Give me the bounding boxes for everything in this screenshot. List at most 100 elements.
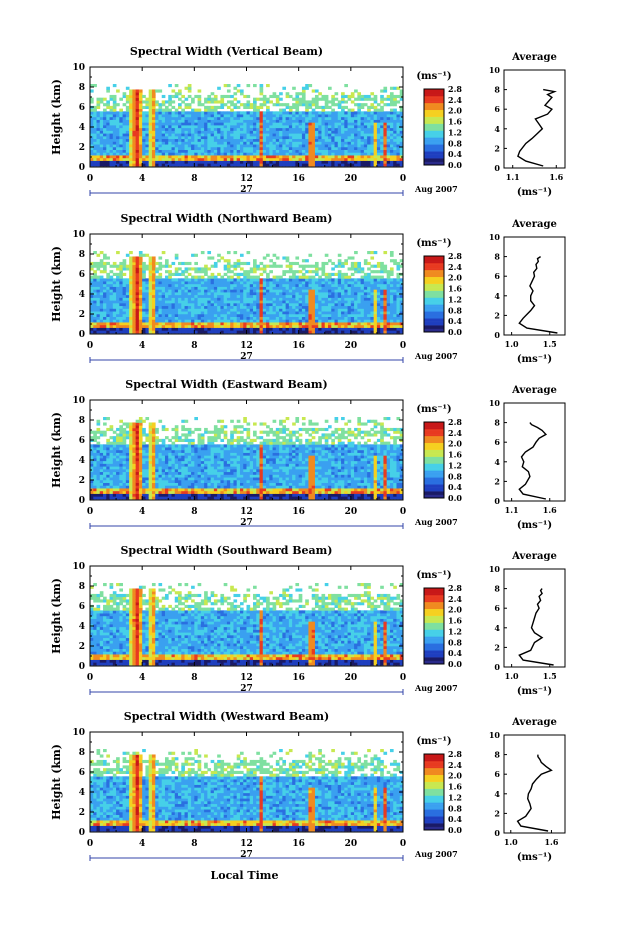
heatmap-cell	[393, 100, 397, 104]
heatmap-cell	[298, 130, 303, 134]
colorbar-tick-label: 2.0	[448, 106, 462, 116]
colorbar-swatch	[424, 313, 444, 316]
average-y-tick-label: 10	[489, 65, 501, 75]
heatmap-cell	[155, 308, 159, 312]
heatmap-cell	[93, 316, 97, 320]
heatmap-cell	[138, 289, 143, 293]
heatmap-cell	[217, 157, 221, 161]
heatmap-cell	[178, 141, 182, 145]
heatmap-cell	[223, 281, 228, 285]
heatmap-cell	[321, 138, 326, 142]
heatmap-cell	[90, 116, 94, 120]
heatmap-cell	[334, 283, 339, 287]
heatmap-cell	[129, 114, 133, 118]
heatmap-cell	[164, 133, 169, 137]
heatmap-cell	[223, 305, 228, 309]
heatmap-cell	[363, 297, 368, 301]
heatmap-cell	[187, 322, 192, 326]
heatmap-cell	[200, 119, 205, 123]
heatmap-cell	[243, 305, 247, 309]
heatmap-cell	[256, 283, 260, 287]
heatmap-cell	[210, 300, 215, 304]
heatmap-cell	[155, 89, 159, 93]
heatmap-cell	[288, 316, 293, 320]
heatmap-cell	[308, 125, 313, 129]
heatmap-cell	[334, 114, 339, 118]
heatmap-cell	[380, 324, 384, 328]
heatmap-cell	[103, 122, 107, 126]
heatmap-cell	[99, 275, 104, 279]
heatmap-cell	[367, 155, 371, 159]
heatmap-cell	[256, 152, 260, 156]
heatmap-cell	[331, 272, 335, 276]
heatmap-cell	[168, 127, 172, 131]
heatmap-cell	[298, 141, 303, 145]
heatmap-cell	[200, 146, 205, 150]
heatmap-cell	[370, 160, 375, 164]
heatmap-cell	[135, 122, 140, 126]
heatmap-cell	[337, 259, 342, 263]
heatmap-cell	[204, 316, 208, 320]
heatmap-cell	[337, 270, 342, 274]
heatmap-cell	[168, 84, 172, 88]
heatmap-cell	[396, 141, 401, 145]
heatmap-cell	[132, 100, 137, 104]
heatmap-cell	[119, 322, 123, 326]
heatmap-cell	[230, 283, 234, 287]
heatmap-cell	[142, 261, 146, 266]
heatmap-cell	[305, 141, 309, 145]
heatmap-cell	[168, 97, 172, 101]
heatmap-cell	[148, 160, 153, 164]
heatmap-cell	[138, 311, 143, 315]
heatmap-cell	[178, 261, 182, 266]
heatmap-cell	[223, 127, 228, 131]
heatmap-cell	[158, 313, 163, 317]
heatmap-cell	[341, 311, 345, 315]
heatmap-cell	[236, 133, 241, 137]
heatmap-cell	[314, 322, 319, 326]
heatmap-cell	[314, 286, 319, 290]
heatmap-cell	[187, 261, 192, 266]
heatmap-cell	[223, 292, 228, 296]
heatmap-cell	[145, 135, 150, 140]
heatmap-cell	[347, 322, 352, 326]
heatmap-cell	[178, 300, 182, 304]
heatmap-cell	[106, 322, 110, 326]
heatmap-cell	[246, 94, 251, 99]
heatmap-cell	[142, 116, 146, 120]
heatmap-cell	[373, 122, 378, 126]
heatmap-cell	[331, 305, 335, 309]
heatmap-cell	[360, 149, 365, 153]
heatmap-cell	[282, 305, 287, 309]
heatmap-cell	[217, 105, 221, 109]
heatmap-cell	[259, 300, 264, 304]
heatmap-cell	[122, 324, 127, 328]
heatmap-cell	[191, 322, 195, 326]
heatmap-cell	[249, 133, 254, 137]
heatmap-cell	[99, 289, 104, 293]
heatmap-cell	[328, 322, 332, 326]
heatmap-cell	[151, 283, 156, 287]
heatmap-cell	[341, 155, 345, 159]
heatmap-cell	[135, 289, 140, 293]
heatmap-cell	[90, 316, 94, 320]
heatmap-cell	[93, 264, 97, 268]
heatmap-cell	[373, 155, 378, 159]
heatmap-cell	[380, 149, 384, 153]
heatmap-cell	[393, 316, 397, 320]
heatmap-cell	[357, 103, 362, 107]
heatmap-cell	[99, 319, 104, 323]
heatmap-cell	[253, 84, 257, 88]
heatmap-cell	[337, 119, 342, 123]
heatmap-cell	[197, 292, 202, 296]
heatmap-cell	[272, 327, 277, 331]
heatmap-cell	[178, 283, 182, 287]
average-frame	[503, 69, 566, 169]
heatmap-cell	[125, 86, 130, 90]
heatmap-cell	[207, 157, 212, 161]
heatmap-cell	[308, 149, 313, 153]
heatmap-cell	[328, 111, 332, 115]
heatmap-cell	[210, 111, 215, 115]
heatmap-cell	[174, 278, 179, 282]
heatmap-cell	[298, 278, 303, 282]
